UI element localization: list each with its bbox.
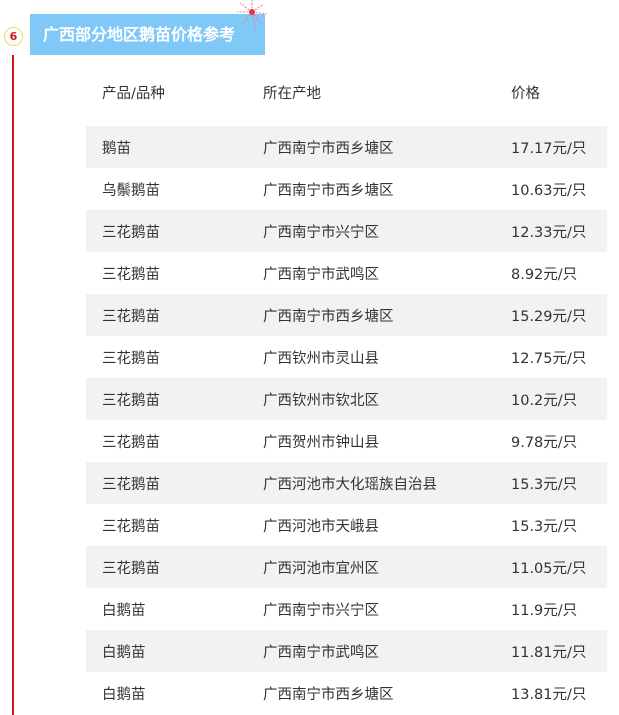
table-row: 三花鹅苗 广西南宁市武鸣区 8.92元/只 (86, 252, 607, 294)
price-cell: 15.3元/只 (511, 476, 578, 493)
product-cell: 乌鬃鹅苗 (102, 182, 160, 199)
price-cell: 11.9元/只 (511, 602, 578, 619)
product-cell: 白鹅苗 (102, 602, 146, 619)
product-cell: 三花鹅苗 (102, 518, 160, 535)
table-row: 三花鹅苗 广西钦州市灵山县 12.75元/只 (86, 336, 607, 378)
header-price: 价格 (511, 86, 540, 102)
price-cell: 8.92元/只 (511, 266, 578, 283)
section-title: 广西部分地区鹅苗价格参考 (30, 14, 265, 55)
product-cell: 三花鹅苗 (102, 476, 160, 493)
origin-cell: 广西河池市宜州区 (263, 560, 379, 577)
section-divider-line (12, 55, 14, 715)
product-cell: 三花鹅苗 (102, 266, 160, 283)
product-cell: 白鹅苗 (102, 686, 146, 703)
firework-icon (237, 0, 268, 29)
price-cell: 11.05元/只 (511, 560, 587, 577)
origin-cell: 广西河池市天峨县 (263, 518, 379, 535)
origin-cell: 广西南宁市西乡塘区 (263, 182, 394, 199)
price-cell: 9.78元/只 (511, 434, 578, 451)
product-cell: 鹅苗 (86, 120, 263, 168)
price-cell: 12.33元/只 (511, 224, 587, 241)
origin-cell: 广西南宁市兴宁区 (263, 602, 379, 619)
origin-cell: 广西南宁市西乡塘区 (263, 308, 394, 325)
origin-cell: 广西南宁市武鸣区 (263, 644, 379, 661)
product-cell: 三花鹅苗 (102, 392, 160, 409)
origin-cell: 广西南宁市西乡塘区 (263, 686, 394, 703)
product-cell: 白鹅苗 (102, 644, 146, 661)
price-cell: 13.81元/只 (511, 686, 587, 703)
origin-cell: 广西南宁市兴宁区 (263, 224, 379, 241)
product-cell: 三花鹅苗 (102, 350, 160, 367)
price-cell: 11.81元/只 (511, 644, 587, 661)
price-cell: 10.63元/只 (511, 182, 587, 199)
table-row: 白鹅苗 广西南宁市武鸣区 11.81元/只 (86, 630, 607, 672)
origin-cell: 广西河池市大化瑶族自治县 (263, 476, 437, 493)
table-row: 乌鬃鹅苗 广西南宁市西乡塘区 10.63元/只 (86, 168, 607, 210)
table-row: 三花鹅苗 广西河池市天峨县 15.3元/只 (86, 504, 607, 546)
table-row: 三花鹅苗 广西南宁市兴宁区 12.33元/只 (86, 210, 607, 252)
origin-cell: 广西贺州市钟山县 (263, 434, 379, 451)
origin-cell: 广西南宁市武鸣区 (263, 266, 379, 283)
table-row: 白鹅苗 广西南宁市西乡塘区 13.81元/只 (86, 672, 607, 714)
header-product: 产品/品种 (102, 86, 165, 102)
price-cell: 12.75元/只 (511, 350, 587, 367)
product-cell: 三花鹅苗 (102, 308, 160, 325)
table-header: 产品/品种 所在产地 价格 (86, 74, 607, 123)
table-row: 三花鹅苗 广西贺州市钟山县 9.78元/只 (86, 420, 607, 462)
product-cell: 三花鹅苗 (102, 224, 160, 241)
price-cell: 15.29元/只 (511, 308, 587, 325)
header-origin: 所在产地 (263, 86, 321, 102)
table-row: 三花鹅苗 广西南宁市西乡塘区 15.29元/只 (86, 294, 607, 336)
section-number-badge: 6 (4, 27, 23, 46)
price-cell: 10.2元/只 (511, 392, 578, 409)
table-row: 三花鹅苗 广西河池市宜州区 11.05元/只 (86, 546, 607, 588)
price-cell: 17.17元/只 (511, 120, 607, 168)
price-cell: 15.3元/只 (511, 518, 578, 535)
origin-cell: 广西钦州市灵山县 (263, 350, 379, 367)
table-row: 三花鹅苗 广西钦州市钦北区 10.2元/只 (86, 378, 607, 420)
table-row: 鹅苗 广西南宁市西乡塘区 17.17元/只 (86, 120, 607, 168)
price-table: 产品/品种 所在产地 价格 鹅苗 广西南宁市西乡塘区 17.17元/只 乌鬃鹅苗 广西南… (86, 74, 607, 714)
table-row: 白鹅苗 广西南宁市兴宁区 11.9元/只 (86, 588, 607, 630)
origin-cell: 广西南宁市西乡塘区 (263, 120, 511, 168)
origin-cell: 广西钦州市钦北区 (263, 392, 379, 409)
table-row: 三花鹅苗 广西河池市大化瑶族自治县 15.3元/只 (86, 462, 607, 504)
product-cell: 三花鹅苗 (102, 560, 160, 577)
product-cell: 三花鹅苗 (102, 434, 160, 451)
